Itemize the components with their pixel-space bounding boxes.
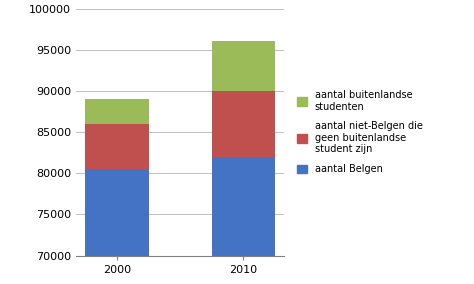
Bar	[85, 124, 148, 169]
Bar	[212, 41, 275, 91]
Bar	[212, 91, 275, 157]
Bar	[212, 157, 275, 284]
Bar	[85, 169, 148, 284]
Legend: aantal buitenlandse
studenten, aantal niet-Belgen die
geen buitenlandse
student : aantal buitenlandse studenten, aantal ni…	[293, 86, 427, 178]
Bar	[85, 99, 148, 124]
